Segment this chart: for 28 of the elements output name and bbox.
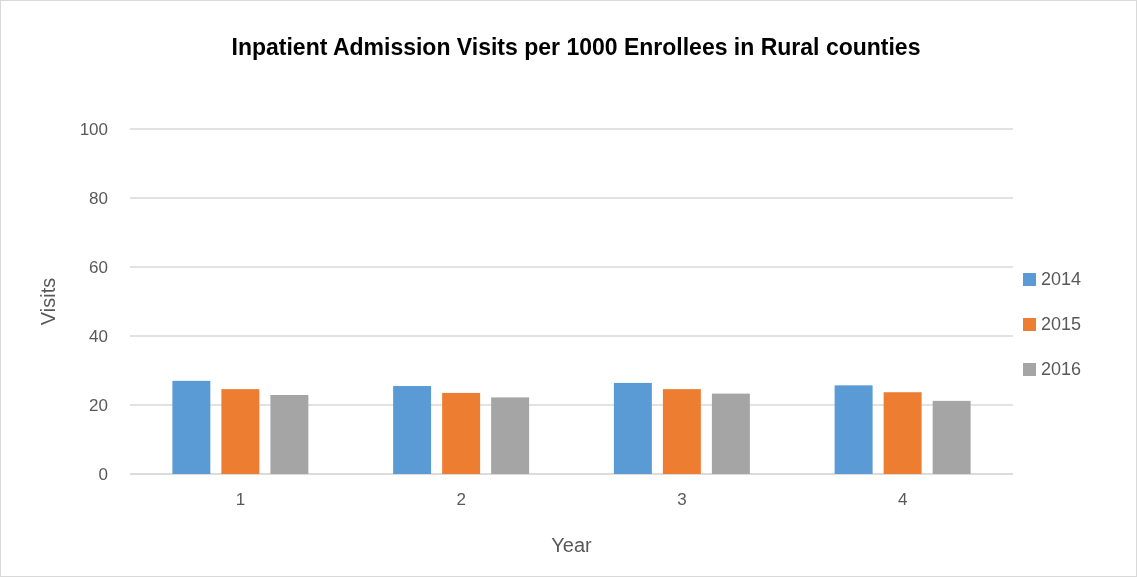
bar xyxy=(491,397,530,474)
y-tick-label: 0 xyxy=(98,464,108,484)
bar xyxy=(442,392,481,474)
y-tick-label: 80 xyxy=(89,188,108,208)
y-axis-title: Visits xyxy=(37,277,59,326)
x-tick-label: 4 xyxy=(897,490,908,509)
y-tick-label: 100 xyxy=(79,119,108,139)
x-tick-label: 2 xyxy=(456,490,466,509)
chart-title: Inpatient Admission Visits per 1000 Enrollees in Rural counties xyxy=(231,34,921,60)
legend-label: 2016 xyxy=(1041,359,1082,380)
y-tick-label: 20 xyxy=(89,395,108,415)
bar xyxy=(883,392,922,474)
y-tick-label: 40 xyxy=(89,326,108,346)
x-tick-label: 3 xyxy=(677,490,687,509)
x-axis-title: Year xyxy=(551,534,593,556)
legend-label: 2015 xyxy=(1041,314,1082,335)
bar xyxy=(221,389,260,474)
bar xyxy=(711,393,750,474)
bar xyxy=(662,389,701,474)
bar xyxy=(270,395,309,474)
bar xyxy=(172,380,211,474)
bar xyxy=(613,382,652,474)
x-tick-label: 1 xyxy=(235,490,246,509)
bar xyxy=(393,386,432,474)
legend-label: 2014 xyxy=(1041,269,1082,290)
bar xyxy=(834,385,873,474)
bar xyxy=(932,400,971,474)
y-tick-label: 60 xyxy=(89,257,108,277)
